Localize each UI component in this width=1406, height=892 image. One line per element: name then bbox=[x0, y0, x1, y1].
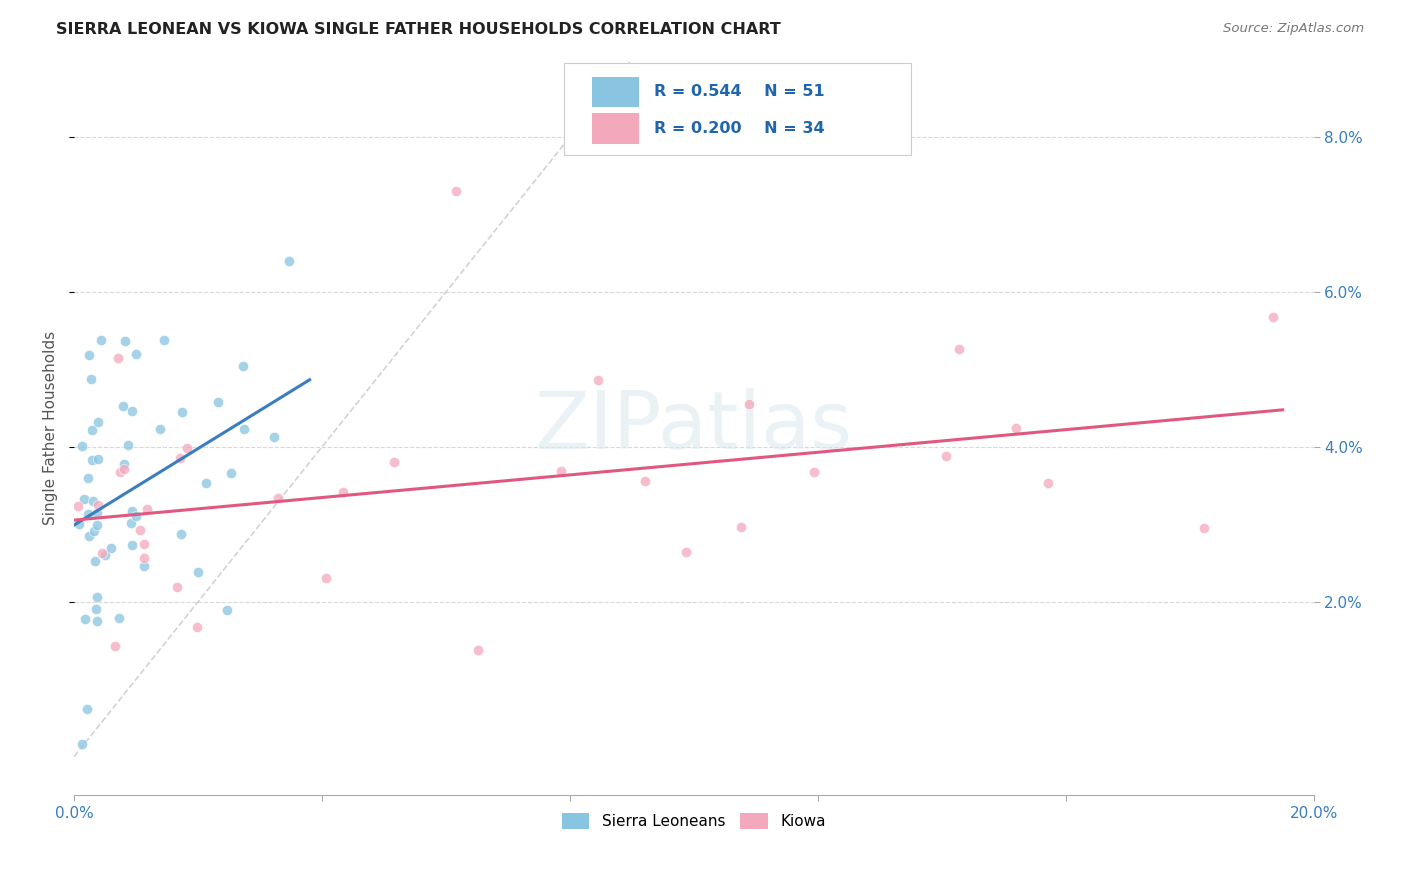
Point bbox=[634, 474, 657, 488]
Point bbox=[132, 537, 155, 551]
Point bbox=[100, 541, 122, 555]
Point bbox=[86, 506, 108, 520]
Point bbox=[170, 405, 193, 419]
Point bbox=[134, 559, 156, 574]
Point bbox=[72, 492, 94, 507]
Bar bbox=[592, 77, 640, 107]
Point bbox=[215, 602, 238, 616]
Point bbox=[263, 430, 285, 444]
Point bbox=[90, 334, 112, 348]
Point bbox=[108, 611, 131, 625]
Point bbox=[730, 520, 752, 534]
Point bbox=[586, 373, 609, 387]
Point bbox=[444, 184, 467, 198]
Point bbox=[124, 508, 146, 523]
Legend: Sierra Leoneans, Kiowa: Sierra Leoneans, Kiowa bbox=[555, 807, 832, 836]
Point bbox=[83, 553, 105, 567]
Point bbox=[86, 452, 108, 467]
Point bbox=[176, 441, 198, 455]
Point bbox=[550, 464, 572, 478]
Point bbox=[70, 439, 93, 453]
Y-axis label: Single Father Households: Single Father Households bbox=[44, 330, 58, 524]
Point bbox=[738, 397, 761, 411]
Point bbox=[267, 491, 290, 506]
Point bbox=[221, 467, 243, 481]
Point bbox=[114, 457, 136, 471]
Point bbox=[315, 571, 337, 585]
Point bbox=[112, 462, 135, 476]
Point bbox=[87, 498, 110, 512]
Point bbox=[136, 502, 159, 516]
Point bbox=[91, 546, 114, 560]
Point bbox=[195, 475, 218, 490]
Point bbox=[332, 484, 354, 499]
Point bbox=[121, 404, 143, 418]
Point bbox=[232, 359, 254, 373]
Point bbox=[75, 612, 97, 626]
Text: Source: ZipAtlas.com: Source: ZipAtlas.com bbox=[1223, 22, 1364, 36]
Text: ZIPatlas: ZIPatlas bbox=[534, 389, 853, 467]
Point bbox=[935, 450, 957, 464]
Point bbox=[170, 526, 193, 541]
Point bbox=[79, 529, 101, 543]
Point bbox=[1005, 421, 1028, 435]
Point bbox=[121, 516, 143, 530]
Point bbox=[77, 470, 100, 484]
Point bbox=[187, 565, 209, 579]
Point bbox=[675, 545, 697, 559]
Point bbox=[149, 422, 172, 436]
Point bbox=[278, 253, 301, 268]
Point bbox=[80, 453, 103, 467]
Point bbox=[129, 523, 152, 537]
Point bbox=[87, 415, 110, 429]
Point bbox=[1261, 310, 1284, 324]
Text: R = 0.544    N = 51: R = 0.544 N = 51 bbox=[654, 85, 825, 100]
Point bbox=[86, 614, 108, 628]
Point bbox=[67, 516, 90, 531]
Point bbox=[233, 422, 256, 436]
Point bbox=[114, 334, 136, 348]
Point bbox=[86, 591, 108, 605]
Point bbox=[108, 466, 131, 480]
Point bbox=[72, 737, 94, 751]
Point bbox=[79, 372, 101, 386]
Point bbox=[1036, 475, 1059, 490]
Point bbox=[121, 504, 143, 518]
Point bbox=[66, 499, 89, 513]
Point bbox=[82, 494, 104, 508]
Point bbox=[121, 538, 143, 552]
Point bbox=[948, 342, 970, 356]
Point bbox=[104, 639, 127, 653]
Point bbox=[77, 348, 100, 362]
Point bbox=[80, 423, 103, 437]
Point bbox=[112, 399, 135, 413]
Point bbox=[1192, 521, 1215, 535]
Text: SIERRA LEONEAN VS KIOWA SINGLE FATHER HOUSEHOLDS CORRELATION CHART: SIERRA LEONEAN VS KIOWA SINGLE FATHER HO… bbox=[56, 22, 780, 37]
Point bbox=[169, 451, 191, 466]
Point bbox=[207, 395, 229, 409]
Point bbox=[86, 518, 108, 533]
Point bbox=[186, 620, 208, 634]
Text: R = 0.200    N = 34: R = 0.200 N = 34 bbox=[654, 121, 825, 136]
Point bbox=[467, 643, 489, 657]
Point bbox=[382, 455, 405, 469]
Bar bbox=[592, 113, 640, 145]
Point bbox=[84, 601, 107, 615]
Point bbox=[77, 508, 100, 522]
Point bbox=[117, 438, 139, 452]
Point bbox=[132, 551, 155, 566]
Point bbox=[93, 548, 115, 562]
Point bbox=[83, 524, 105, 539]
Point bbox=[125, 347, 148, 361]
Point bbox=[76, 701, 98, 715]
Point bbox=[107, 351, 129, 366]
Point bbox=[166, 580, 188, 594]
Point bbox=[152, 333, 174, 347]
FancyBboxPatch shape bbox=[564, 63, 911, 155]
Point bbox=[803, 466, 825, 480]
